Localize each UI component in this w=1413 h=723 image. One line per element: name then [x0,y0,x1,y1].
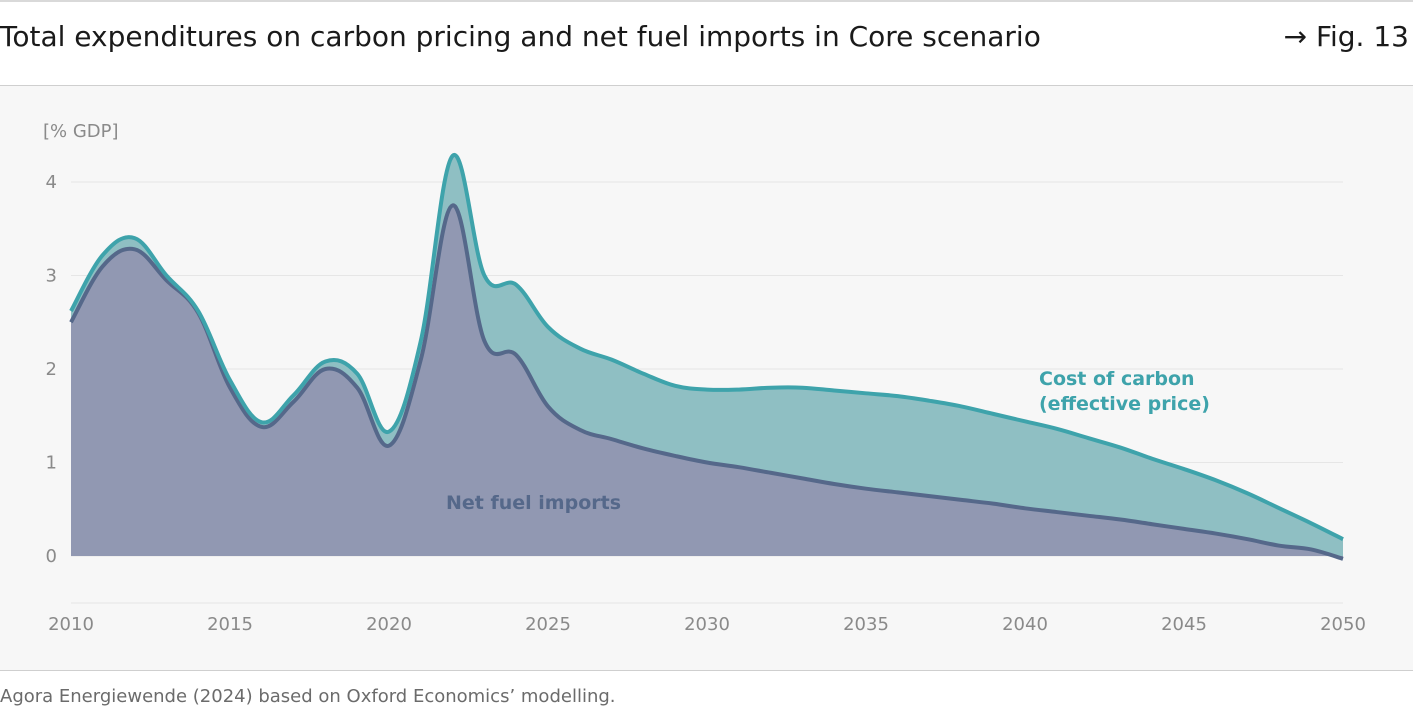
net-fuel-imports-line [69,203,1344,561]
x-tick-label: 2025 [525,614,571,635]
x-axis-ticks: 2010 2015 2020 2025 2030 2035 2040 2045 2050 [48,614,1366,635]
top-rule [0,0,1413,2]
y-tick-label: 1 [46,453,57,474]
footer-divider [0,670,1413,671]
x-tick-label: 2020 [366,614,412,635]
figure-reference[interactable]: → Fig. 13 [1283,20,1409,53]
cost-of-carbon-line [69,153,1344,541]
x-tick-label: 2030 [684,614,730,635]
net-fuel-imports-label: Net fuel imports [446,492,621,514]
y-axis-unit-label: [% GDP] [43,121,119,142]
x-tick-label: 2040 [1002,614,1048,635]
chart-panel [0,86,1413,670]
x-tick-label: 2015 [207,614,253,635]
y-tick-label: 4 [46,172,57,193]
x-tick-label: 2045 [1161,614,1207,635]
x-tick-label: 2010 [48,614,94,635]
page-title: Total expenditures on carbon pricing and… [0,20,1041,53]
y-tick-label: 2 [46,359,57,380]
y-tick-label: 0 [46,546,57,567]
net-fuel-imports-area [71,205,1343,559]
x-tick-label: 2050 [1320,614,1366,635]
source-note: Agora Energiewende (2024) based on Oxfor… [0,686,616,707]
header-divider [0,85,1413,86]
y-tick-label: 3 [46,266,57,287]
x-tick-label: 2035 [843,614,889,635]
cost-of-carbon-label-line2: (effective price) [1039,393,1210,415]
y-axis-ticks: 0 1 2 3 4 [46,172,57,567]
cost-of-carbon-label-line1: Cost of carbon [1039,368,1195,390]
